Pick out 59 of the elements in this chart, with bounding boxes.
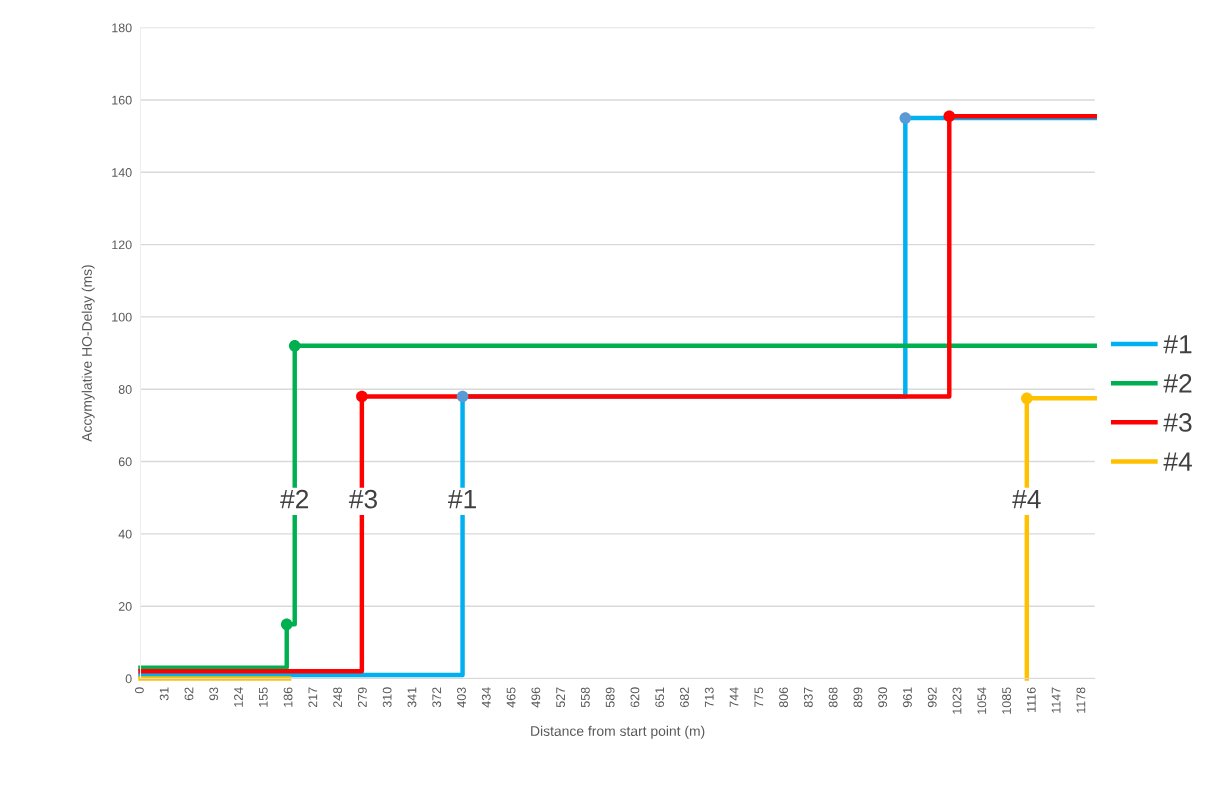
x-tick-label: 310 (382, 687, 392, 708)
x-tick-label: 1054 (977, 687, 987, 714)
y-axis-title: Accymylative HO-Delay (ms) (81, 265, 95, 442)
y-tick-label: 60 (118, 457, 132, 467)
x-tick-label: 899 (853, 687, 863, 708)
x-tick-label: 1023 (952, 687, 962, 714)
y-tick-label: 120 (112, 240, 132, 250)
x-tick-label: 961 (903, 687, 912, 708)
x-tick-label: 0 (134, 687, 144, 694)
x-tick-label: 279 (357, 687, 367, 708)
y-tick-label: 0 (125, 674, 132, 684)
x-tick-label: 155 (258, 687, 268, 707)
x-tick-label: 713 (704, 687, 714, 708)
x-tick-label: 527 (556, 687, 566, 708)
x-tick-label: 558 (580, 687, 590, 708)
x-tick-label: 341 (407, 687, 417, 708)
annotation: #4 (1012, 490, 1041, 509)
y-tick-label: 100 (112, 312, 132, 322)
x-tick-label: 186 (283, 687, 293, 707)
x-axis-title: Distance from start point (m) (531, 725, 705, 739)
x-tick-label: 434 (481, 687, 491, 708)
x-tick-label: 775 (754, 687, 764, 708)
annotation: #3 (348, 489, 377, 509)
x-tick-label: 217 (308, 687, 318, 708)
x-tick-label: 682 (680, 687, 689, 708)
x-tick-label: 248 (333, 687, 343, 708)
legend-label: #2 (1163, 373, 1192, 393)
y-tick-label: 140 (112, 168, 132, 177)
x-tick-label: 62 (184, 687, 194, 701)
annotation: #1 (448, 490, 476, 509)
y-tick-label: 180 (112, 23, 132, 33)
legend-label: #3 (1163, 413, 1192, 432)
y-tick-label: 20 (118, 602, 132, 611)
x-tick-label: 93 (209, 687, 219, 701)
x-tick-label: 651 (655, 687, 665, 708)
x-tick-label: 589 (605, 687, 615, 708)
x-tick-label: 837 (803, 687, 813, 708)
y-tick-label: 80 (118, 385, 132, 394)
x-tick-label: 31 (159, 687, 169, 701)
x-tick-label: 124 (234, 687, 243, 707)
y-tick-label: 160 (112, 95, 132, 105)
x-tick-label: 620 (630, 687, 640, 708)
x-tick-label: 930 (878, 687, 888, 708)
x-tick-label: 465 (506, 687, 516, 708)
x-tick-label: 1116 (1026, 687, 1036, 712)
x-tick-label: 868 (828, 687, 838, 708)
legend-label: #1 (1163, 335, 1192, 354)
x-tick-label: 1147 (1051, 687, 1061, 713)
x-tick-label: 1178 (1076, 687, 1086, 713)
y-tick-label: 40 (118, 529, 132, 539)
x-tick-label: 1085 (1002, 687, 1011, 714)
x-tick-label: 496 (531, 687, 541, 708)
x-tick-label: 403 (457, 687, 466, 708)
x-tick-label: 744 (729, 687, 739, 708)
x-tick-label: 992 (927, 687, 937, 708)
legend-label: #4 (1163, 452, 1192, 471)
x-tick-label: 372 (432, 687, 442, 708)
x-tick-label: 806 (779, 687, 788, 708)
annotation: #2 (280, 489, 309, 509)
